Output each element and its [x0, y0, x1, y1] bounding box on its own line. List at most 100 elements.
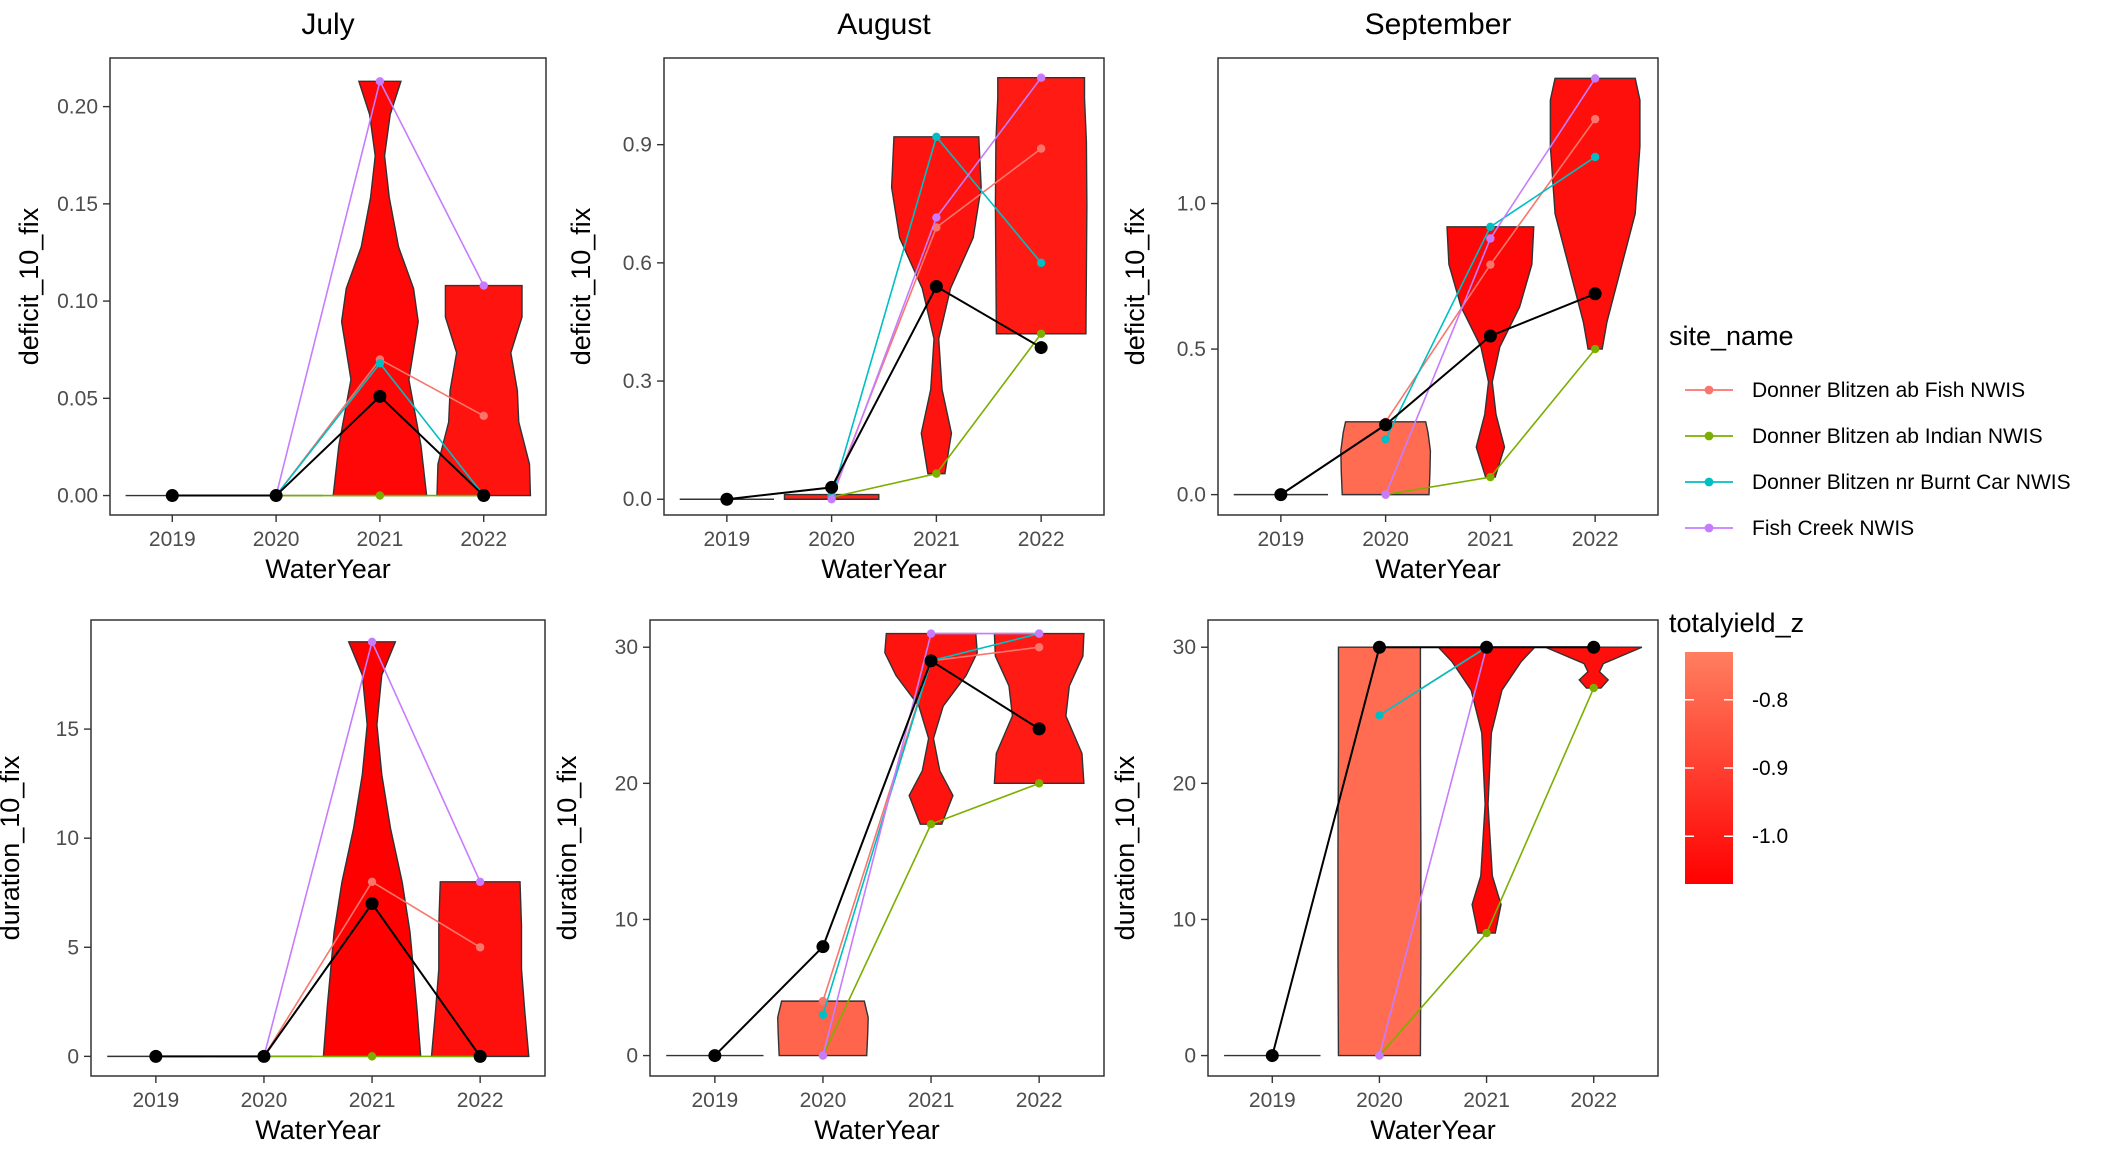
violin-2020: [1337, 646, 1422, 1057]
series-point: [932, 213, 941, 222]
x-tick-label: 2020: [800, 1089, 847, 1112]
series-point: [1486, 234, 1495, 243]
mean-point: [1480, 640, 1494, 654]
x-axis: 2019 2020 2021 2022 WaterYear: [1249, 1076, 1617, 1145]
violins: [679, 76, 1088, 500]
mean-point: [1379, 418, 1393, 432]
x-tick-label: 2022: [1572, 528, 1619, 551]
series-point: [827, 495, 836, 504]
series-point: [1486, 222, 1495, 232]
mean-point: [816, 940, 830, 954]
mean-series: [1274, 287, 1602, 502]
violins: [107, 641, 530, 1058]
y-tick-label: 20: [1173, 772, 1196, 795]
violins: [666, 632, 1085, 1057]
series-point: [818, 1010, 828, 1019]
y-tick-label: 15: [56, 718, 79, 741]
series-point: [1036, 258, 1046, 268]
series-point: [1381, 435, 1390, 444]
violin-2021: [322, 641, 422, 1058]
mean-series: [165, 389, 491, 503]
x-tick-label: 2021: [1467, 528, 1514, 551]
x-tick-label: 2022: [1018, 528, 1065, 551]
x-axis-label: WaterYear: [1370, 1115, 1496, 1145]
x-tick-label: 2019: [149, 528, 196, 551]
x-tick-label: 2021: [908, 1089, 955, 1112]
legend-key-point: [1704, 523, 1714, 533]
mean-point: [473, 1049, 487, 1063]
legend-site-title: site_name: [1669, 321, 1794, 351]
mean-point: [1587, 640, 1601, 654]
legend-fill-ticks: -0.8 -0.9 -1.0: [1685, 689, 1788, 848]
y-axis: 0.0 0.3 0.6 0.9 deficit_10_fix: [566, 134, 664, 511]
mean-line: [726, 285, 1042, 501]
panel-title: August: [837, 8, 931, 41]
fill-tick-label: -0.9: [1752, 757, 1788, 780]
legend-site-keys: Donner Blitzen ab Fish NWIS Donner Blitze…: [1685, 379, 2071, 540]
x-tick-label: 2022: [460, 528, 507, 551]
mean-point: [929, 280, 943, 293]
panel-title: September: [1365, 8, 1512, 41]
x-tick-label: 2019: [132, 1089, 179, 1112]
panel-6: 0 10 20 30 duration_10_fix 2019 2020 2021 2022 Wa…: [1110, 619, 1659, 1145]
x-axis-label: WaterYear: [814, 1115, 940, 1145]
series-point: [475, 877, 485, 887]
x-tick-label: 2022: [1570, 1089, 1617, 1112]
y-tick-label: 0: [626, 1045, 638, 1068]
x-tick-label: 2020: [808, 528, 855, 551]
y-tick-label: 0.15: [57, 193, 98, 216]
y-axis-label: duration_10_fix: [0, 755, 25, 940]
series-point: [1589, 683, 1598, 693]
legend-key-point: [1704, 477, 1714, 487]
violin-2020: [777, 1000, 869, 1057]
series-point: [367, 1052, 377, 1061]
panel-title: July: [301, 8, 354, 41]
series-point: [479, 411, 488, 421]
y-tick-label: 10: [615, 908, 638, 931]
y-tick-label: 0.05: [57, 387, 98, 410]
series-point: [1375, 711, 1384, 720]
mean-point: [708, 1049, 722, 1063]
panel-3: September 0.0 0.5 1.0 deficit_10_fix 2019 2020…: [1120, 8, 1659, 584]
series-point: [1486, 472, 1495, 482]
mean-point: [365, 897, 379, 911]
x-axis: 2019 2020 2021 2022 WaterYear: [1257, 515, 1619, 584]
x-tick-label: 2022: [1016, 1089, 1063, 1112]
legend-key-1: Donner Blitzen ab Fish NWIS: [1685, 379, 2025, 402]
y-axis: 0.00 0.05 0.10 0.15 0.20 deficit_10_fix: [14, 96, 110, 508]
series-point: [818, 1051, 828, 1060]
mean-series: [1265, 640, 1601, 1063]
x-axis-label: WaterYear: [265, 554, 391, 584]
legend-totalyield: totalyield_z -0.8 -0.9 -1.0: [1669, 608, 1804, 884]
x-axis: 2019 2020 2021 2022 WaterYear: [149, 515, 507, 584]
series-fish-creek-nwis: [1381, 74, 1600, 499]
panel-4: 0 5 10 15 duration_10_fix 2019 2020 2021 2022 Wat…: [0, 619, 546, 1145]
series-point: [926, 819, 936, 829]
x-tick-label: 2022: [457, 1089, 504, 1112]
violin-2022: [1549, 77, 1641, 350]
x-tick-label: 2020: [1356, 1089, 1403, 1112]
violin-2022: [436, 284, 532, 497]
legend-key-label: Donner Blitzen ab Fish NWIS: [1752, 379, 2025, 402]
mean-point: [1032, 722, 1046, 736]
series-point: [375, 491, 385, 500]
x-tick-label: 2020: [253, 528, 300, 551]
fill-tick-label: -0.8: [1752, 689, 1788, 712]
mean-point: [373, 389, 387, 403]
mean-series: [708, 654, 1046, 1063]
legend-key-point: [1704, 431, 1714, 441]
x-tick-label: 2021: [1463, 1089, 1510, 1112]
x-tick-label: 2021: [913, 528, 960, 551]
mean-point: [1588, 287, 1602, 301]
series-point: [475, 943, 485, 952]
y-tick-label: 0.9: [623, 134, 652, 157]
legend-site-name: site_name Donner Blitzen ab Fish NWISDon…: [1669, 321, 2071, 540]
x-tick-label: 2020: [1362, 528, 1409, 551]
y-axis-label: deficit_10_fix: [566, 207, 596, 365]
y-axis-label: duration_10_fix: [1110, 755, 1140, 940]
mean-line: [155, 901, 481, 1058]
series-point: [375, 359, 385, 368]
series-point: [375, 77, 385, 86]
mean-point: [269, 489, 283, 503]
